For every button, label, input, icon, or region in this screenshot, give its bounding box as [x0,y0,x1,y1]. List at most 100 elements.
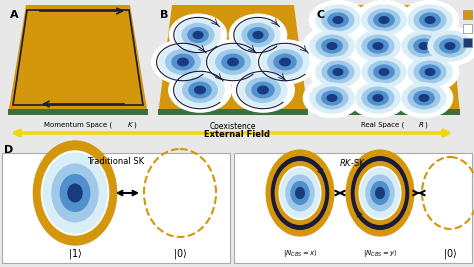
Ellipse shape [414,39,434,53]
Ellipse shape [286,175,314,211]
Text: K: K [128,122,132,128]
Ellipse shape [351,157,409,229]
Text: $|N_{CBS}=y\rangle$: $|N_{CBS}=y\rangle$ [363,247,397,259]
Ellipse shape [414,9,446,31]
Ellipse shape [361,168,400,218]
Ellipse shape [374,65,394,79]
Ellipse shape [182,23,214,46]
Text: C: C [317,10,325,20]
Ellipse shape [189,82,211,98]
Ellipse shape [166,50,201,74]
Ellipse shape [279,167,321,219]
Ellipse shape [310,31,354,61]
Ellipse shape [41,151,109,235]
Ellipse shape [33,141,117,245]
Ellipse shape [362,57,406,87]
Ellipse shape [414,61,446,83]
Text: External Field: External Field [204,130,270,139]
Ellipse shape [236,19,280,51]
Ellipse shape [408,87,440,109]
Ellipse shape [356,1,412,40]
Ellipse shape [419,43,429,49]
Ellipse shape [402,31,446,61]
Ellipse shape [420,13,440,27]
Polygon shape [8,5,148,115]
Ellipse shape [296,187,304,198]
Ellipse shape [322,9,354,31]
Ellipse shape [248,28,268,42]
Text: Momentum Space (: Momentum Space ( [44,122,112,128]
Ellipse shape [258,86,268,94]
Ellipse shape [222,54,244,70]
Ellipse shape [368,91,388,105]
Ellipse shape [445,43,455,49]
Ellipse shape [281,168,319,218]
Ellipse shape [209,45,257,79]
Ellipse shape [322,39,342,53]
Ellipse shape [316,57,360,87]
Ellipse shape [232,68,294,112]
Text: Real Space (: Real Space ( [361,122,405,128]
Ellipse shape [68,184,82,202]
Ellipse shape [254,40,316,84]
Ellipse shape [43,153,107,233]
Text: D: D [4,145,13,155]
Ellipse shape [401,53,459,92]
Ellipse shape [327,43,337,49]
Ellipse shape [52,164,98,222]
Ellipse shape [310,1,366,40]
Ellipse shape [440,39,460,53]
Ellipse shape [229,14,287,56]
Text: Traditional SK: Traditional SK [87,157,145,166]
Ellipse shape [261,45,309,79]
Ellipse shape [275,162,325,224]
Ellipse shape [202,40,264,84]
Ellipse shape [366,175,394,211]
Text: A: A [10,10,18,20]
Ellipse shape [368,61,400,83]
Text: $|0\rangle$: $|0\rangle$ [173,247,187,261]
Ellipse shape [310,83,354,113]
Ellipse shape [395,26,453,65]
Polygon shape [158,109,308,115]
Ellipse shape [327,95,337,101]
Ellipse shape [176,19,220,51]
Ellipse shape [368,39,388,53]
Ellipse shape [303,26,361,65]
Ellipse shape [356,162,405,224]
Ellipse shape [414,91,434,105]
Polygon shape [315,5,460,115]
Ellipse shape [272,157,328,229]
Ellipse shape [421,26,474,65]
Ellipse shape [359,167,401,219]
Ellipse shape [349,26,407,65]
Ellipse shape [356,31,400,61]
Text: R: R [419,122,423,128]
Polygon shape [315,109,460,115]
Ellipse shape [169,68,231,112]
Ellipse shape [362,87,394,109]
Ellipse shape [228,58,238,66]
Ellipse shape [401,1,459,40]
Ellipse shape [322,91,342,105]
Ellipse shape [395,78,453,117]
Ellipse shape [362,35,394,57]
Ellipse shape [188,28,208,42]
Ellipse shape [333,69,343,75]
Polygon shape [8,109,148,115]
Ellipse shape [172,54,194,70]
Text: $|0\rangle$: $|0\rangle$ [443,247,457,261]
Ellipse shape [408,35,440,57]
FancyBboxPatch shape [463,10,472,19]
Ellipse shape [178,58,188,66]
Ellipse shape [268,50,302,74]
Ellipse shape [328,65,348,79]
Ellipse shape [376,187,384,198]
Ellipse shape [434,35,466,57]
Ellipse shape [253,32,263,38]
FancyBboxPatch shape [234,153,472,263]
Ellipse shape [333,17,343,23]
Ellipse shape [356,83,400,113]
Ellipse shape [420,65,440,79]
Ellipse shape [346,150,414,236]
